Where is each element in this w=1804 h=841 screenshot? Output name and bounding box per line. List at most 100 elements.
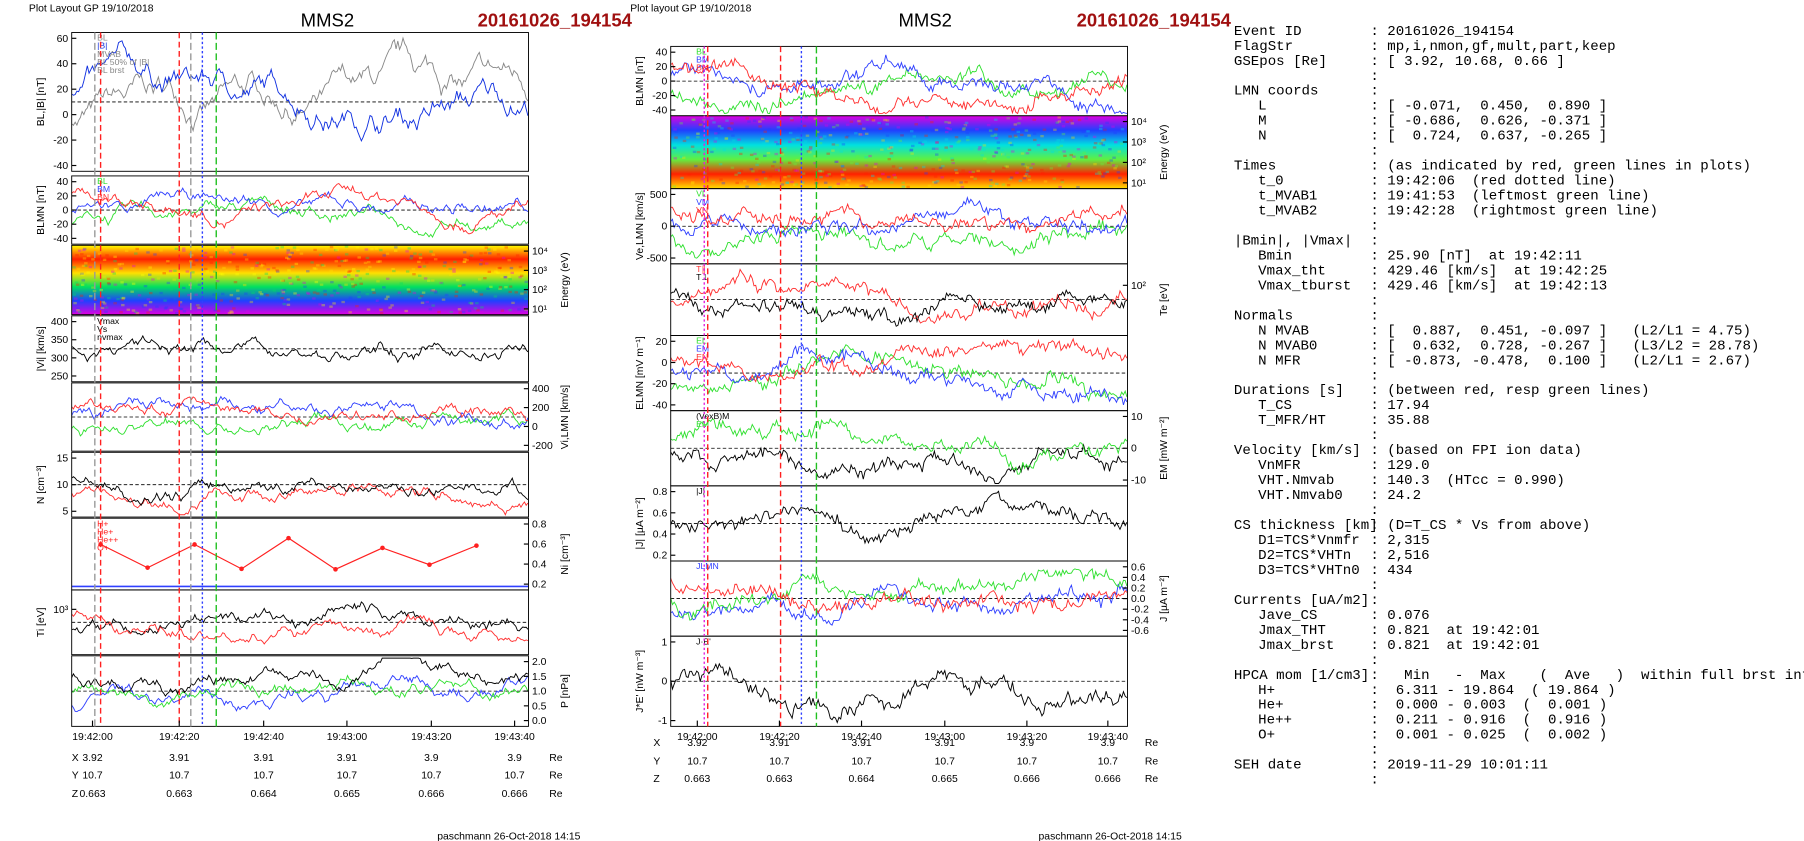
spectrogram-cell [209, 255, 213, 259]
y-tick-label: 10² [1131, 158, 1147, 169]
spectrogram-cell [314, 280, 319, 284]
spectrogram-cell [762, 116, 766, 120]
spectrogram-cell [371, 288, 375, 291]
panel: 10 0 -10 EM [mW m⁻²] (VexB)MEM [670, 410, 1170, 487]
summary-key: N MVAB0 [1258, 338, 1317, 354]
y-tick-label: 0 [661, 222, 667, 233]
spectrogram-cell [503, 276, 508, 279]
footer: paschmann 26-Oct-2018 14:15 [1039, 832, 1182, 841]
spectrogram-cell [194, 293, 198, 296]
spectrogram-cell [86, 254, 91, 258]
spectrogram-cell [978, 146, 982, 149]
summary-key: t_MVAB1 [1258, 189, 1317, 205]
event-id: 20161026_194154 [478, 10, 633, 31]
spectrogram-cell [509, 266, 514, 270]
summary-value: : [ 0.632, 0.728, -0.267 ] (L3/L2 = 28.7… [1370, 338, 1759, 354]
summary-key: t_MVAB2 [1258, 204, 1317, 220]
spectrogram-cell [1120, 128, 1125, 131]
spectrogram-cell [449, 310, 454, 314]
spectrogram-cell [132, 264, 136, 268]
spectrogram-cell [783, 176, 787, 179]
spectrogram-cell [858, 122, 862, 125]
spectrogram-cell [209, 275, 214, 279]
spectrogram-cell [507, 259, 511, 262]
spectrogram-cell [229, 251, 233, 254]
spectrogram-cell [259, 292, 264, 296]
spectrogram-cell [156, 277, 161, 280]
spectrogram-cell [228, 261, 232, 264]
legend-entry: BM [696, 55, 709, 65]
spectrogram-cell [310, 261, 314, 264]
spectrogram-cell [785, 181, 789, 184]
spectrogram-cell [704, 185, 708, 189]
spectrogram-cell [370, 247, 374, 251]
spectrogram-cell [959, 181, 963, 184]
spectrogram-cell [1055, 121, 1060, 124]
spectrogram-cell [84, 262, 88, 265]
y-axis-label: J*E' [nW m⁻³] [635, 650, 646, 713]
spectrogram-cell [789, 117, 794, 120]
spectrogram-cell [182, 249, 186, 252]
summary-key: D3=TCS*VHTn0 [1258, 563, 1360, 579]
spectrogram-cell [204, 267, 208, 271]
spectrogram-cell [1001, 183, 1006, 186]
spectrogram-cell [1084, 134, 1088, 138]
spectrogram-cell [923, 140, 927, 143]
spectrogram-cell [910, 152, 914, 155]
spectrogram-cell [137, 294, 142, 297]
ephem-value: 0.663 [166, 789, 192, 800]
spectrogram-cell [841, 178, 845, 181]
spectrogram-cell [1023, 174, 1027, 178]
spectrogram-cell [486, 287, 490, 290]
y-tick-label: 0 [661, 358, 667, 369]
panel: 0.60.40.20.0-0.2-0.4-0.6J [µA m⁻²]JLMN [670, 560, 1170, 637]
spectrogram-cell [236, 297, 240, 300]
spectrogram-cell [216, 309, 221, 312]
spectrogram-cell [1099, 142, 1103, 145]
y-tick-label: -200 [532, 441, 553, 452]
spectrogram-cell [1072, 157, 1076, 161]
spectrogram-cell [881, 139, 885, 142]
spectrogram-cell [312, 267, 317, 270]
spectrogram-cell [276, 270, 280, 273]
spectrogram-cell [796, 138, 800, 142]
spectrogram-cell [330, 281, 334, 284]
spectrogram-cell [105, 254, 109, 257]
spectrogram-cell [121, 303, 125, 307]
spectrogram-cell [483, 251, 488, 255]
spectrogram-cell [806, 150, 811, 153]
spectrogram-cell [702, 118, 706, 122]
spectrogram-cell [341, 300, 345, 304]
spectrogram-cell [169, 288, 174, 291]
spectrogram-cell [749, 168, 754, 171]
spectrogram-cell [996, 141, 1001, 144]
spectrogram-cell [1032, 118, 1036, 121]
spectrogram-cell [430, 289, 434, 292]
spectrogram-cell [153, 253, 157, 256]
spectrogram-cell [954, 136, 959, 139]
spectrogram-cell [121, 297, 125, 300]
spectrogram-cell [935, 180, 940, 183]
spectrogram-cell [522, 306, 527, 309]
spectrogram-cell [842, 168, 847, 171]
spectrogram-cell [814, 178, 818, 181]
spectrogram-cell [249, 300, 254, 304]
spectrogram-cell [724, 137, 729, 140]
spectrogram-cell [1006, 157, 1010, 160]
spectrogram-cell [197, 306, 201, 310]
point [474, 543, 479, 548]
ephem-value: 3.9 [507, 753, 522, 764]
panel: 2.0 1.5 1.0 0.5 0.0 P [nPa] [71, 655, 571, 727]
spectrogram-cell [1102, 138, 1107, 141]
trace [670, 583, 1128, 626]
spectrogram-cell [1108, 148, 1112, 151]
spectrogram-cell [714, 137, 718, 140]
spectrogram-cell [285, 256, 289, 260]
spectrogram-cell [140, 273, 145, 277]
spectrogram-cell [325, 248, 329, 251]
spectrogram-cell [407, 247, 412, 250]
spectrogram-cell [823, 181, 828, 184]
spectrogram-cell [363, 261, 368, 265]
spectrogram-cell [717, 125, 722, 128]
legend-entry: BL [696, 46, 707, 56]
